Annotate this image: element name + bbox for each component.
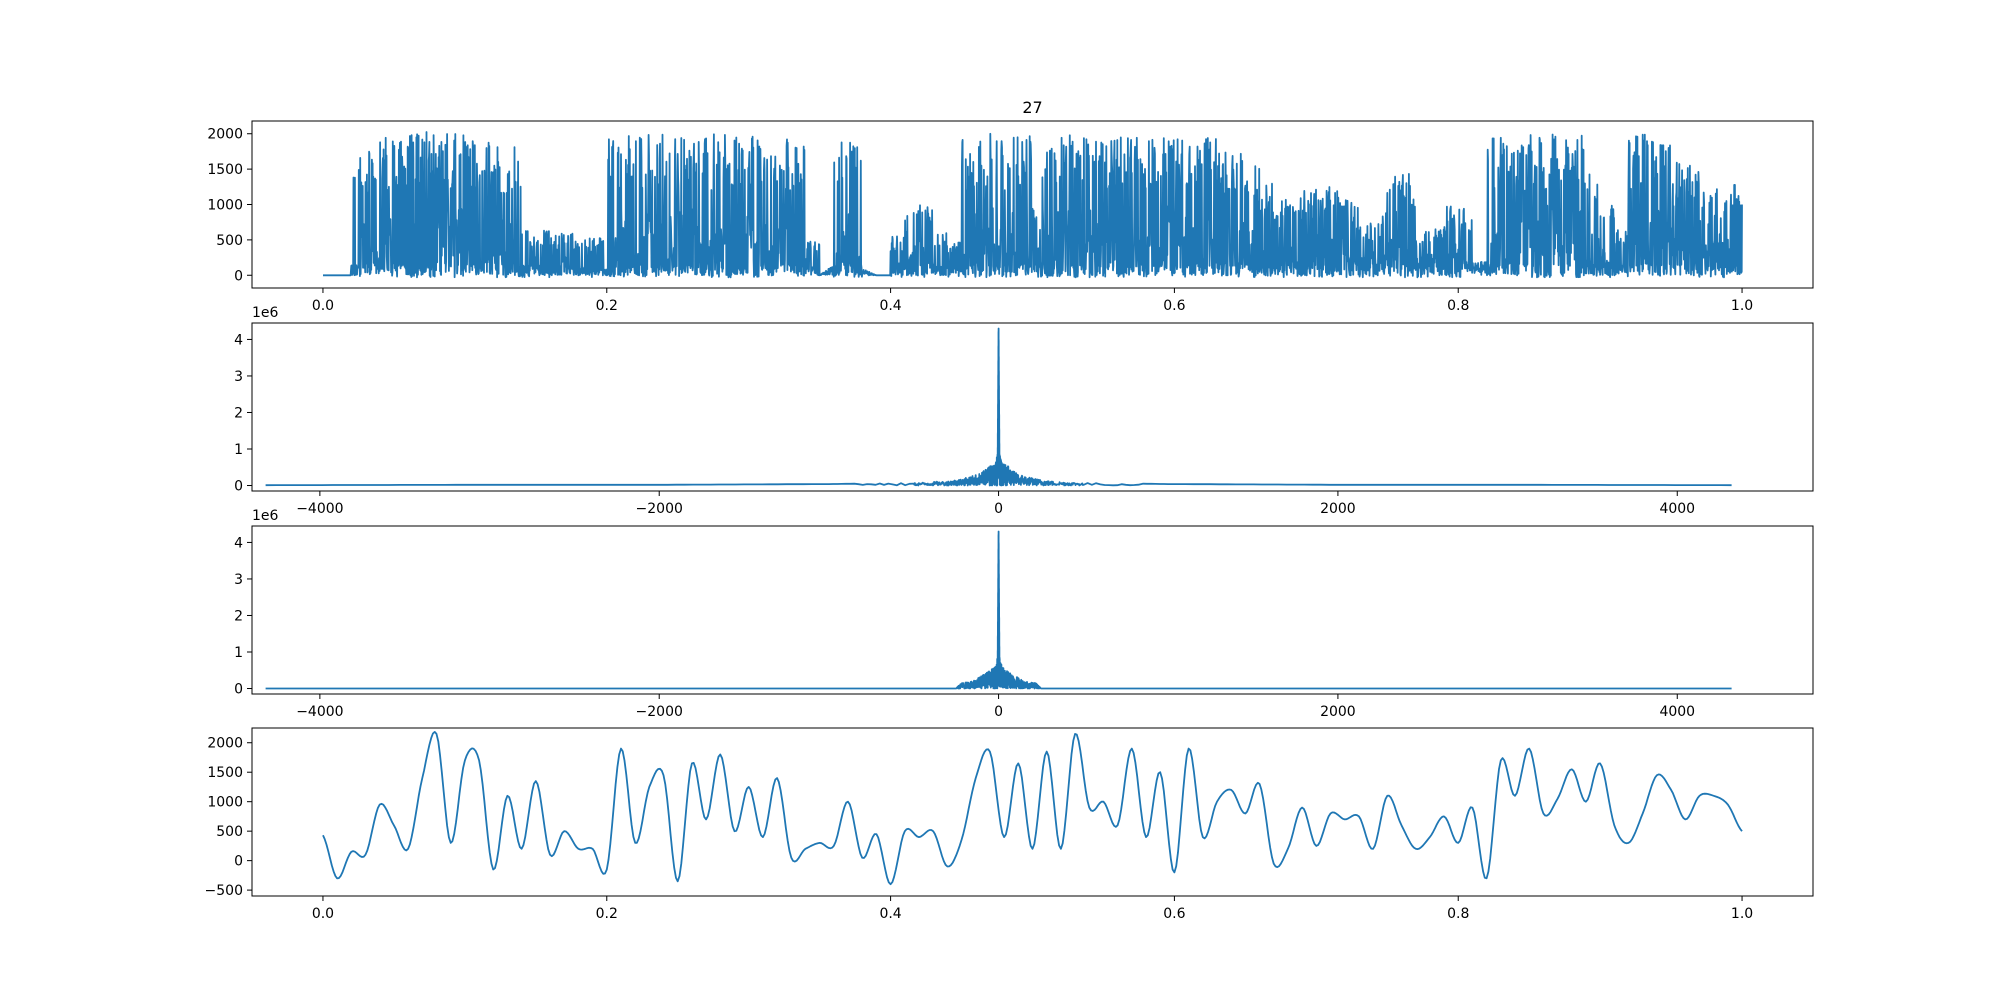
y-offset-label: 1e6 [252, 508, 279, 524]
series-line [322, 131, 1743, 279]
x-tick-label: 2000 [1320, 704, 1356, 720]
y-tick-label: 2000 [207, 736, 243, 752]
subplot-panels: 0.0 0.2 0.4 0.6 0.8 1.00500100015002000−4000−… [205, 120, 1814, 922]
y-tick-label: 4 [234, 332, 243, 348]
x-tick-label: 4000 [1659, 704, 1695, 720]
x-tick-label: 1.0 [1731, 298, 1753, 314]
y-tick-label: 0 [234, 479, 243, 495]
y-tick-label: 0 [234, 854, 243, 870]
y-tick-label: 2 [234, 608, 243, 624]
x-tick-label: 0 [994, 704, 1003, 720]
x-tick-label: 2000 [1320, 501, 1356, 517]
axes-frame [251, 525, 1814, 695]
subplot-2: −4000 −2000 0 2000 4000 0 1 2 3 4 1e6 [234, 305, 1814, 517]
subplot-4: 0.0 0.2 0.4 0.6 0.8 1.0 −500 0 500 1000 1500 2000 [205, 727, 1814, 922]
series-line [265, 327, 1732, 487]
series-line [322, 731, 1743, 886]
x-tick-label: −2000 [636, 704, 683, 720]
y-tick-label: 1500 [207, 765, 243, 781]
subplot-3: −4000 −2000 0 2000 4000 0 1 2 3 4 1e6 [234, 508, 1814, 720]
y-tick-label: 1 [234, 442, 243, 458]
x-tick-label: 0.8 [1447, 906, 1469, 922]
x-tick-label: 4000 [1659, 501, 1695, 517]
y-tick-label: 1000 [207, 795, 243, 811]
x-tick-label: 0.0 [312, 298, 334, 314]
y-tick-label: 500 [216, 824, 243, 840]
x-tick-label: 0.0 [312, 906, 334, 922]
x-tick-label: 0.6 [1163, 298, 1185, 314]
x-tick-label: 0 [994, 501, 1003, 517]
y-tick-label: 1000 [207, 198, 243, 214]
y-tick-label: 3 [234, 572, 243, 588]
y-tick-label: 0 [234, 268, 243, 284]
x-tick-label: 1.0 [1731, 906, 1753, 922]
y-tick-label: 3 [234, 369, 243, 385]
y-tick-label: 0 [234, 682, 243, 698]
y-offset-label: 1e6 [252, 305, 279, 321]
x-tick-label: −2000 [636, 501, 683, 517]
x-tick-label: 0.2 [596, 906, 618, 922]
x-tick-label: 0.2 [596, 298, 618, 314]
x-tick-label: 0.8 [1447, 298, 1469, 314]
y-tick-label: −500 [205, 883, 243, 899]
x-tick-label: 0.4 [879, 298, 901, 314]
y-tick-label: 1 [234, 645, 243, 661]
x-tick-label: 0.6 [1163, 906, 1185, 922]
x-tick-label: 0.4 [879, 906, 901, 922]
x-tick-label: −4000 [296, 501, 343, 517]
x-tick-label: −4000 [296, 704, 343, 720]
subplot-1: 0.0 0.2 0.4 0.6 0.8 1.0 0 500 1000 1500 2000 [207, 120, 1814, 314]
axes-frame [251, 322, 1814, 492]
y-tick-label: 2 [234, 405, 243, 421]
y-tick-label: 500 [216, 233, 243, 249]
axes-frame [251, 727, 1814, 897]
y-tick-label: 1500 [207, 162, 243, 178]
y-tick-label: 4 [234, 535, 243, 551]
y-tick-label: 2000 [207, 127, 243, 143]
series-line [265, 530, 1732, 690]
figure-title: 27 [1022, 98, 1042, 117]
